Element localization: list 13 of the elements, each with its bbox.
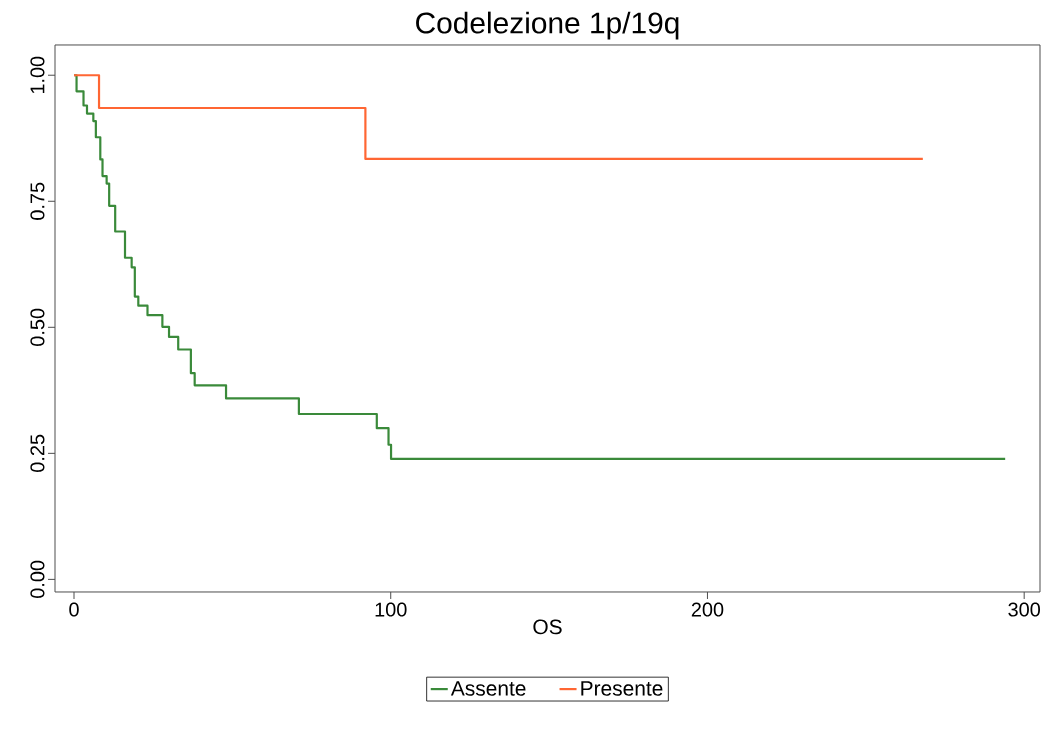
legend-label: Assente [450,681,526,696]
y-tick-label: 0.75 [30,182,45,220]
x-tick-label: 300 [1008,602,1041,617]
chart-title: Codelezione 1p/19q [416,11,679,40]
x-axis-title: OS [533,619,562,635]
x-tick-label: 200 [691,602,724,617]
y-tick-label: 1.00 [30,56,45,94]
y-tick-label: 0.50 [30,308,45,346]
x-tick-label: 100 [375,602,407,617]
y-tick-label: 0.25 [30,434,45,472]
legend-label: Presente [581,681,663,696]
y-tick-label: 0.00 [30,560,45,598]
x-tick-label: 0 [69,602,79,617]
